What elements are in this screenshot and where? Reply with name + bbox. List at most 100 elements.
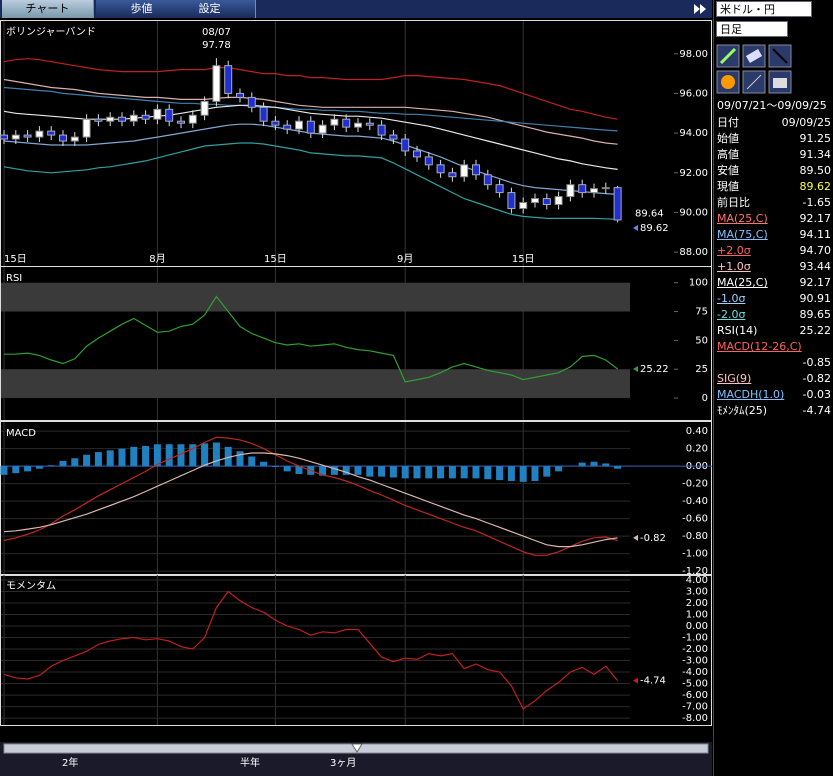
candle-body xyxy=(365,122,374,126)
x-tick-label: 8月 xyxy=(149,253,165,265)
info-value: 94.11 xyxy=(799,228,832,241)
info-value: 09/09/25 xyxy=(781,116,831,129)
histogram-bar xyxy=(224,446,232,467)
candle-body xyxy=(424,156,433,166)
y-tick-label: 0.20 xyxy=(686,444,708,455)
histogram-bar xyxy=(555,466,563,472)
histogram-bar xyxy=(590,461,598,467)
indicator-line xyxy=(3,452,618,548)
histogram-bar xyxy=(484,466,492,480)
candle-body xyxy=(259,106,268,122)
histogram-bar xyxy=(413,466,421,479)
candle-body xyxy=(318,124,327,134)
band-label: 89.64 xyxy=(635,209,664,220)
info-value: 93.44 xyxy=(799,260,832,273)
candle-body xyxy=(601,187,610,190)
histogram-bar xyxy=(248,456,256,467)
histogram-bar xyxy=(189,444,197,467)
histogram-bar xyxy=(59,460,67,467)
info-row: MA(25,C) 92.17 xyxy=(717,275,831,290)
candle-body xyxy=(578,184,587,194)
info-label: +2.0σ xyxy=(717,244,751,257)
range-button[interactable]: 3ヶ月 xyxy=(330,757,356,769)
candle-body xyxy=(566,184,575,198)
zone xyxy=(1,282,630,312)
candle-body xyxy=(35,130,44,138)
histogram-bar xyxy=(142,445,150,467)
info-row: 前日比 -1.65 xyxy=(717,195,831,210)
histogram-bar xyxy=(319,466,327,476)
y-tick-label: -0.60 xyxy=(682,514,708,525)
y-tick-label: 1.00 xyxy=(686,609,708,620)
indicator-line xyxy=(3,436,618,556)
y-tick-label: -0.40 xyxy=(682,496,708,507)
candle-body xyxy=(436,164,445,174)
range-button[interactable]: 半年 xyxy=(240,756,260,769)
last-value-label: -0.82 xyxy=(640,533,666,544)
range-button[interactable]: 2年 xyxy=(62,756,78,769)
expand-button[interactable] xyxy=(694,4,708,14)
candle-body xyxy=(0,134,8,140)
info-label: RSI(14) xyxy=(717,324,758,337)
y-tick-label: 25 xyxy=(695,364,708,375)
indicator-line xyxy=(4,295,618,383)
candle-body xyxy=(271,120,280,126)
histogram-bar xyxy=(496,466,504,481)
y-tick-label: -1.20 xyxy=(682,566,708,577)
scroll-thumb[interactable] xyxy=(351,743,363,753)
candle-body xyxy=(377,124,386,136)
candle-body xyxy=(11,134,20,140)
histogram-bar xyxy=(271,466,279,467)
info-row: 現値 89.62 xyxy=(717,179,831,194)
y-tick-label: -0.80 xyxy=(682,531,708,542)
panel-frame xyxy=(0,421,712,576)
histogram-bar xyxy=(578,462,586,467)
candle-body xyxy=(590,188,598,194)
info-value: 91.25 xyxy=(799,132,832,145)
histogram-bar xyxy=(153,444,161,467)
histogram-bar xyxy=(543,466,551,477)
info-label: 高値 xyxy=(717,148,739,161)
info-row: +1.0σ 93.44 xyxy=(717,259,831,274)
histogram-bar xyxy=(295,466,303,474)
candle-body xyxy=(554,196,563,206)
last-value-label: -4.74 xyxy=(640,676,666,687)
info-value: -4.74 xyxy=(802,404,831,417)
panel-title: モメンタム xyxy=(6,580,56,592)
candle-body xyxy=(106,116,115,122)
info-row: SIG(9) -0.82 xyxy=(717,371,831,386)
annotation-value: 97.78 xyxy=(202,40,231,51)
panel-title: ボリンジャーバンド xyxy=(6,26,96,38)
last-marker xyxy=(633,677,638,684)
candle-body xyxy=(94,118,103,122)
candle-body xyxy=(401,138,410,152)
info-value: 90.91 xyxy=(799,292,832,305)
candle-body xyxy=(389,134,398,140)
info-value: -0.03 xyxy=(802,388,831,401)
histogram-bar xyxy=(366,466,374,477)
info-label: MACDH(1.0) xyxy=(717,388,785,401)
timeframe-select[interactable]: 日足 xyxy=(716,21,788,37)
histogram-bar xyxy=(118,448,126,467)
toolbar xyxy=(716,44,792,94)
histogram-bar xyxy=(602,463,610,467)
y-tick-label: -3.00 xyxy=(682,656,708,667)
last-marker xyxy=(633,534,638,541)
candle-body xyxy=(153,108,162,120)
zone xyxy=(1,369,630,399)
histogram-bar xyxy=(94,452,102,467)
info-value: -0.85 xyxy=(802,356,831,369)
band-line xyxy=(3,58,618,120)
info-value: -1.65 xyxy=(802,196,831,209)
tab[interactable]: チャート xyxy=(2,0,94,18)
tab[interactable]: 設定 xyxy=(164,0,256,18)
histogram-bar xyxy=(236,451,244,467)
pair-select[interactable]: 米ドル・円 xyxy=(716,1,812,17)
info-value: 89.62 xyxy=(799,180,832,193)
y-tick-label: -7.00 xyxy=(682,702,708,713)
info-label: 安値 xyxy=(717,164,739,177)
panel-title: RSI xyxy=(6,273,22,284)
info-value: 25.22 xyxy=(799,324,832,337)
histogram-bar xyxy=(354,466,362,475)
